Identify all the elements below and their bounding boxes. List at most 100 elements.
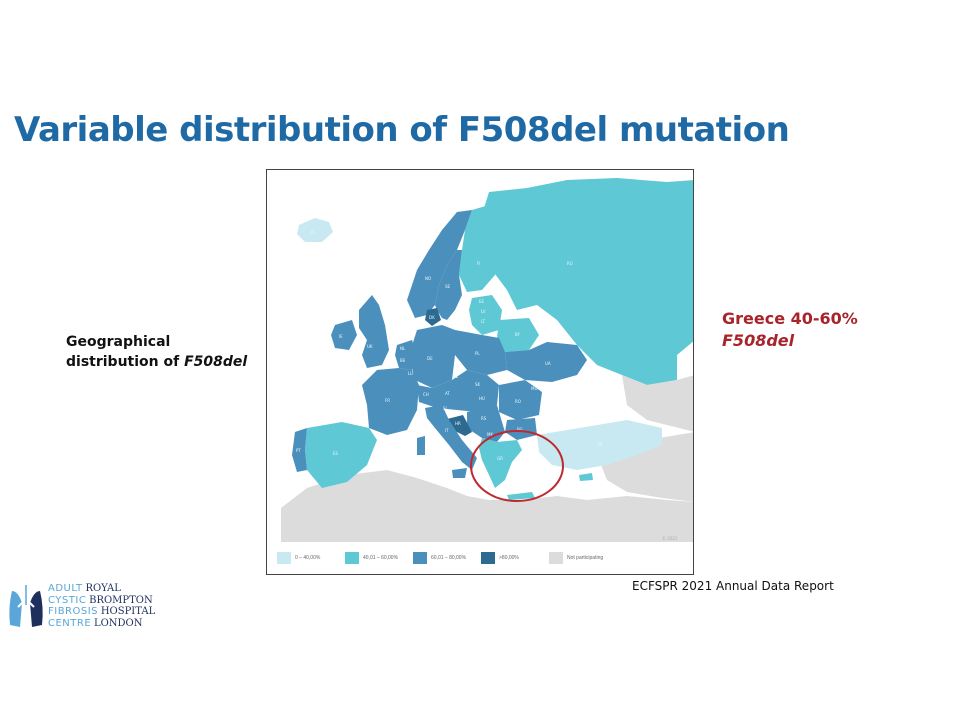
country-label-hu: HU [479, 396, 485, 401]
country-label-ch: CH [423, 392, 429, 397]
country-label-bg: BG [517, 427, 523, 432]
country-label-si: SI [443, 406, 447, 411]
logo-word: LONDON [93, 617, 143, 629]
country-label-hr: HR [455, 421, 461, 426]
region-no [407, 210, 472, 318]
region-hr [443, 415, 472, 436]
legend-item-not-participating: Not participating [549, 550, 603, 566]
logo-word: ADULT [48, 583, 83, 594]
legend-label: 60,01 – 80,00% [431, 555, 467, 561]
greece-highlight-circle [470, 430, 564, 502]
region-balkans [467, 405, 505, 442]
region-bg [505, 418, 537, 440]
country-label-layer: RU FI SE NO IS EE LV LT BY UA PL DE DK N… [296, 230, 602, 461]
logo-word: CYSTIC [48, 594, 87, 606]
country-label-lt: LT [481, 319, 486, 324]
country-label-cz: CZ [453, 374, 459, 379]
country-label-ua: UA [545, 361, 551, 366]
country-label-fi: FI [477, 261, 480, 266]
region-de [409, 325, 455, 388]
country-label-dk: DK [429, 315, 435, 320]
region-pt [292, 428, 307, 472]
legend-label: Not participating [567, 555, 604, 561]
region-is [297, 218, 333, 242]
region-baltics [469, 295, 502, 335]
greece-callout-line2: F508del [722, 331, 795, 350]
logo-word: CENTRE [48, 617, 92, 629]
country-label-it: IT [445, 428, 449, 433]
logo-line-1: ADULT ROYAL [48, 583, 155, 595]
country-label-no: NO [425, 276, 431, 281]
country-label-by: BY [515, 332, 521, 337]
logo-line-3: FIBROSIS HOSPITAL [48, 606, 155, 618]
legend-swatch [481, 552, 495, 564]
region-ro [499, 380, 542, 420]
map-caption-line1: Geographical [66, 334, 171, 350]
country-label-sk: SK [475, 382, 481, 387]
region-it [425, 405, 477, 470]
greece-callout: Greece 40-60% F508del [722, 308, 858, 352]
country-label-pt: PT [296, 448, 301, 453]
region-caucasus [622, 375, 693, 432]
logo-word: HOSPITAL [100, 606, 156, 617]
map-watermark: © 2021 [662, 536, 678, 541]
map-caption-line2: distribution of F508del [66, 352, 247, 372]
legend-swatch [277, 552, 291, 564]
legend-item-0-40: 0 – 40,00% [277, 550, 320, 566]
legend-label: >80,00% [499, 555, 519, 561]
region-se [435, 250, 462, 320]
logo-word: FIBROSIS [48, 606, 99, 617]
source-citation: ECFSPR 2021 Annual Data Report [632, 579, 834, 593]
region-pl [455, 330, 507, 375]
country-label-is: IS [311, 230, 315, 235]
country-label-nl: NL [400, 346, 406, 351]
logo-word: ROYAL [85, 583, 121, 594]
country-label-be: BE [400, 358, 406, 363]
country-label-lu: LU [408, 371, 413, 376]
legend-label: 0 – 40,00% [295, 555, 321, 561]
legend-swatch [413, 552, 427, 564]
map-legend: 0 – 40,00% 40,01 – 60,00% 60,01 – 80,00%… [277, 550, 682, 566]
region-uk [359, 295, 389, 368]
country-label-lv: LV [481, 309, 486, 314]
country-label-se: SE [445, 284, 451, 289]
map-caption-italic: F508del [184, 354, 248, 370]
legend-label: 40,01 – 60,00% [363, 555, 399, 561]
region-dk [425, 308, 441, 326]
logo-wordmark: ADULT ROYAL CYSTIC BROMPTON FIBROSIS HOS… [48, 583, 155, 629]
country-label-es: ES [333, 451, 339, 456]
north-africa [281, 470, 693, 542]
country-label-at: AT [445, 391, 450, 396]
country-label-ru: RU [567, 261, 573, 266]
country-label-fr: FR [385, 398, 390, 403]
country-label-mk: MK [487, 432, 493, 437]
map-caption-prefix: distribution of [66, 354, 185, 370]
region-it-islands [417, 436, 467, 478]
country-label-gr: GR [497, 456, 503, 461]
country-label-rs: RS [481, 416, 487, 421]
country-label-tr: TR [596, 442, 602, 447]
country-label-ee: EE [479, 299, 485, 304]
region-fi [459, 205, 497, 292]
country-label-de: DE [427, 356, 433, 361]
europe-map-svg: RU FI SE NO IS EE LV LT BY UA PL DE DK N… [267, 170, 693, 574]
region-ua [505, 342, 587, 382]
logo-line-4: CENTRE LONDON [48, 618, 155, 630]
greece-callout-line1: Greece 40-60% [722, 309, 858, 328]
lungs-icon [9, 585, 43, 627]
logo-word: BROMPTON [89, 594, 153, 606]
legend-item-40-60: 40,01 – 60,00% [345, 550, 398, 566]
country-label-ie: IE [339, 334, 343, 339]
legend-swatch [549, 552, 563, 564]
country-label-uk: UK [367, 344, 373, 349]
region-by [497, 318, 539, 352]
country-label-md: MD [531, 386, 538, 391]
region-es [305, 422, 377, 488]
legend-item-60-80: 60,01 – 80,00% [413, 550, 466, 566]
region-gr [479, 438, 522, 488]
region-central [417, 370, 499, 412]
hospital-logo: ADULT ROYAL CYSTIC BROMPTON FIBROSIS HOS… [6, 583, 166, 633]
slide-title: Variable distribution of F508del mutatio… [14, 110, 790, 150]
region-cy [579, 473, 593, 481]
region-tr [537, 420, 662, 470]
